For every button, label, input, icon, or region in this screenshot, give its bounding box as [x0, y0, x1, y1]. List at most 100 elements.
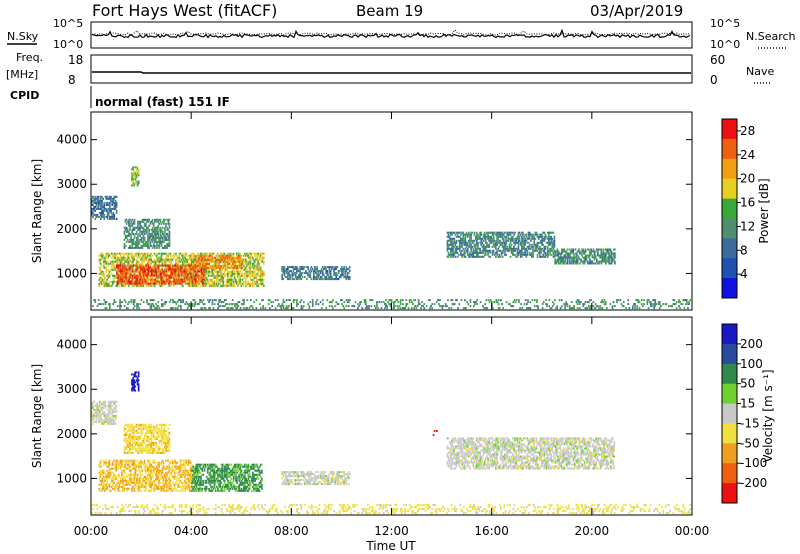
- echo-cell: [490, 241, 493, 244]
- echo-cell: [442, 305, 445, 308]
- echo-cell: [164, 236, 166, 239]
- echo-cell: [556, 254, 559, 257]
- echo-cell: [222, 301, 225, 304]
- echo-cell: [528, 245, 531, 248]
- echo-cell: [319, 278, 322, 281]
- echo-cell: [220, 274, 222, 277]
- echo-cell: [390, 299, 393, 302]
- echo-cell: [133, 182, 135, 185]
- echo-cell: [169, 262, 172, 265]
- echo-cell: [142, 301, 145, 304]
- echo-cell: [528, 233, 531, 236]
- echo-cell: [403, 307, 405, 310]
- echo-cell: [242, 258, 245, 261]
- echo-cell: [105, 473, 107, 476]
- echo-cell: [160, 228, 163, 231]
- echo-cell: [153, 266, 155, 269]
- echo-cell: [463, 233, 466, 236]
- echo-cell: [464, 235, 467, 238]
- echo-cell: [123, 232, 126, 235]
- echo-cell: [519, 241, 522, 244]
- echo-cell: [159, 238, 162, 241]
- echo-cell: [118, 489, 121, 492]
- echo-cell: [465, 307, 467, 310]
- echo-cell: [180, 299, 182, 302]
- echo-cell: [280, 307, 282, 310]
- echo-cell: [568, 307, 571, 310]
- echo-cell: [167, 254, 169, 257]
- echo-cell: [191, 280, 194, 283]
- echo-cell: [234, 303, 236, 306]
- echo-cell: [165, 278, 168, 281]
- echo-cell: [130, 280, 133, 283]
- echo-cell: [216, 280, 219, 283]
- echo-cell: [539, 251, 541, 254]
- echo-cell: [249, 254, 252, 257]
- echo-cell: [595, 305, 598, 308]
- echo-cell: [346, 274, 349, 277]
- echo-cell: [184, 262, 186, 265]
- echo-cell: [158, 240, 161, 243]
- echo-cell: [509, 233, 512, 236]
- echo-cell: [107, 252, 110, 255]
- echo-cell: [597, 262, 599, 265]
- echo-cell: [608, 258, 611, 261]
- echo-cell: [450, 247, 452, 250]
- echo-cell: [190, 301, 192, 304]
- echo-cell: [282, 278, 285, 281]
- echo-cell: [611, 258, 614, 261]
- echo-cell: [498, 231, 501, 234]
- echo-cell: [248, 270, 251, 273]
- echo-cell: [118, 463, 121, 466]
- echo-cell: [122, 473, 124, 476]
- echo-cell: [157, 264, 160, 267]
- echo-cell: [165, 236, 167, 239]
- echo-cell: [461, 243, 463, 246]
- echo-cell: [461, 239, 463, 242]
- echo-cell: [259, 266, 262, 269]
- echo-cell: [167, 252, 169, 255]
- echo-cell: [127, 276, 129, 279]
- echo-cell: [138, 307, 140, 310]
- echo-cell: [247, 264, 249, 267]
- echo-cell: [157, 220, 160, 223]
- echo-cell: [603, 254, 606, 257]
- echo-cell: [131, 256, 133, 259]
- echo-cell: [301, 272, 304, 275]
- echo-cell: [149, 280, 152, 283]
- echo-cell: [334, 305, 337, 308]
- echo-cell: [232, 267, 234, 269]
- echo-cell: [126, 270, 128, 273]
- echo-cell: [566, 260, 569, 263]
- echo-cell: [138, 228, 140, 231]
- echo-cell: [597, 250, 599, 253]
- echo-cell: [602, 248, 605, 251]
- echo-cell: [580, 252, 582, 255]
- echo-cell: [551, 243, 554, 246]
- echo-cell: [242, 303, 244, 306]
- echo-cell: [510, 243, 513, 246]
- echo-cell: [144, 282, 146, 285]
- echo-cell: [98, 201, 101, 204]
- echo-cell: [160, 244, 163, 247]
- echo-cell: [525, 255, 528, 258]
- echo-cell: [119, 307, 121, 310]
- echo-cell: [251, 266, 254, 269]
- echo-cell: [158, 246, 161, 249]
- echo-cell: [213, 262, 216, 265]
- echo-cell: [225, 282, 228, 285]
- echo-cell: [140, 280, 143, 283]
- echo-cell: [100, 481, 103, 484]
- echo-cell: [492, 239, 495, 242]
- echo-cell: [363, 299, 366, 302]
- echo-cell: [525, 233, 528, 236]
- echo-cell: [160, 270, 162, 273]
- echo-cell: [104, 487, 106, 490]
- echo-cell: [105, 459, 107, 462]
- echo-cell: [210, 284, 212, 287]
- echo-cell: [154, 252, 157, 255]
- echo-cell: [122, 256, 124, 259]
- echo-cell: [115, 477, 118, 480]
- echo-cell: [142, 254, 145, 257]
- echo-cell: [134, 252, 137, 255]
